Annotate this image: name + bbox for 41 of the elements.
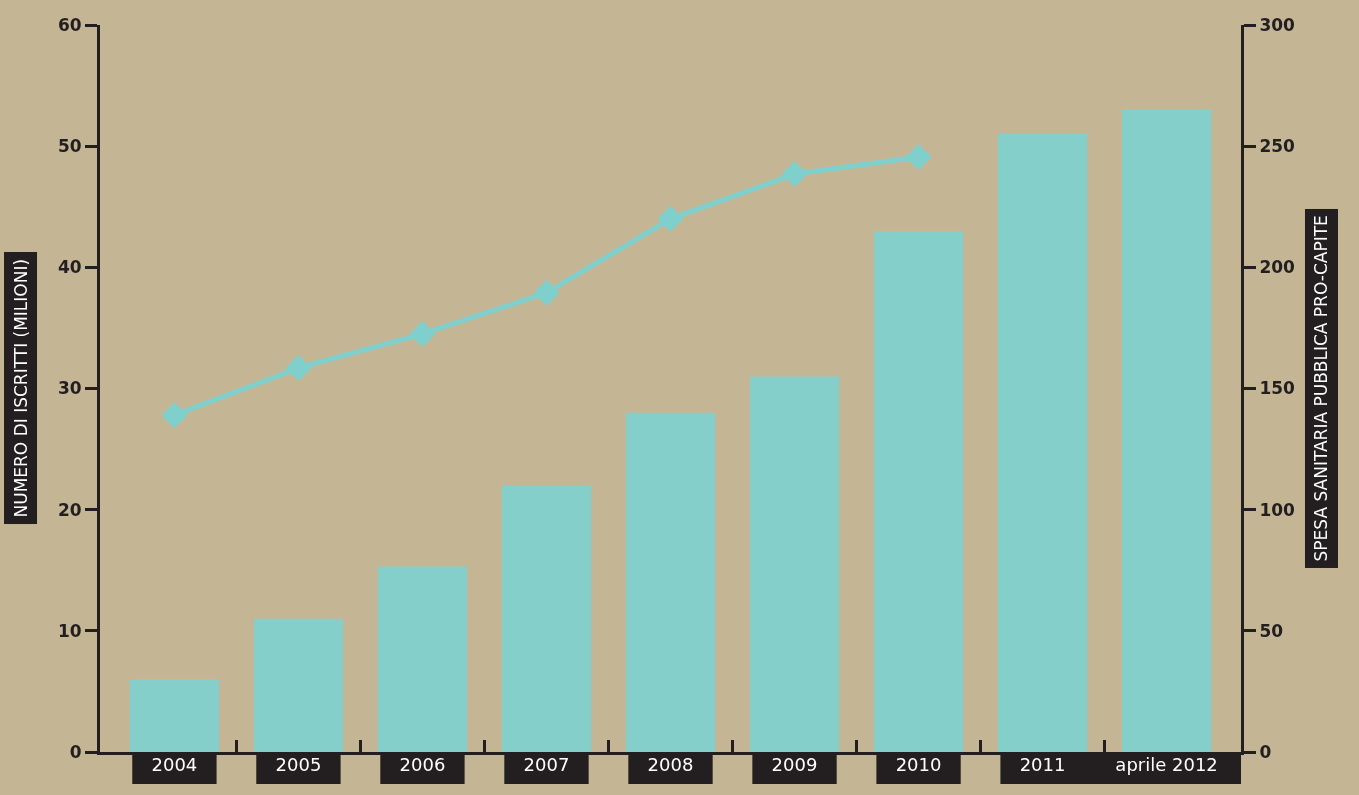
y-tick-label: 40	[57, 257, 82, 278]
y-tick-label: 50	[57, 136, 82, 157]
y2-tick-label: 200	[1259, 257, 1296, 278]
point	[905, 144, 932, 171]
x-tick-label: 2009	[771, 754, 818, 775]
bar	[377, 566, 468, 752]
x-tick-label: 2007	[523, 754, 570, 775]
bar	[749, 376, 840, 752]
point	[409, 320, 436, 347]
x-tick-label: 2008	[647, 754, 694, 775]
point	[533, 279, 560, 306]
bar	[873, 230, 964, 752]
y2-tick-label: 0	[1259, 741, 1272, 762]
bar	[625, 412, 716, 752]
point	[161, 402, 188, 429]
x-tick-label: 2004	[151, 754, 198, 775]
x-tick-label: 2006	[399, 754, 446, 775]
bar	[129, 679, 220, 752]
y-tick-label: 0	[69, 741, 82, 762]
x-tick-label: 2010	[895, 754, 942, 775]
y-tick-label: 60	[57, 14, 82, 35]
y-tick-label: 30	[57, 378, 82, 399]
x-tick-label: 2011	[1019, 754, 1066, 775]
y2-tick-label: 250	[1259, 136, 1296, 157]
y2-tick-label: 300	[1259, 14, 1296, 35]
y-axis-title: NUMERO DI ISCRITTI (MILIONI)	[10, 258, 31, 518]
bar	[1121, 109, 1212, 752]
y2-tick-label: 100	[1259, 499, 1296, 520]
point	[781, 161, 808, 188]
y2-axis-title: SPESA SANITARIA PUBBLICA PRO-CAPITE	[1311, 215, 1332, 562]
y2-tick-label: 50	[1259, 620, 1284, 641]
y-tick-label: 10	[57, 620, 82, 641]
x-tick-label: aprile 2012	[1115, 754, 1218, 775]
point	[285, 354, 312, 381]
bar	[501, 485, 592, 752]
y-tick-label: 20	[57, 499, 82, 520]
bar	[997, 134, 1088, 752]
x-tick-label: 2005	[275, 754, 322, 775]
point	[657, 205, 684, 232]
bar	[253, 618, 344, 752]
y2-tick-label: 150	[1259, 378, 1296, 399]
